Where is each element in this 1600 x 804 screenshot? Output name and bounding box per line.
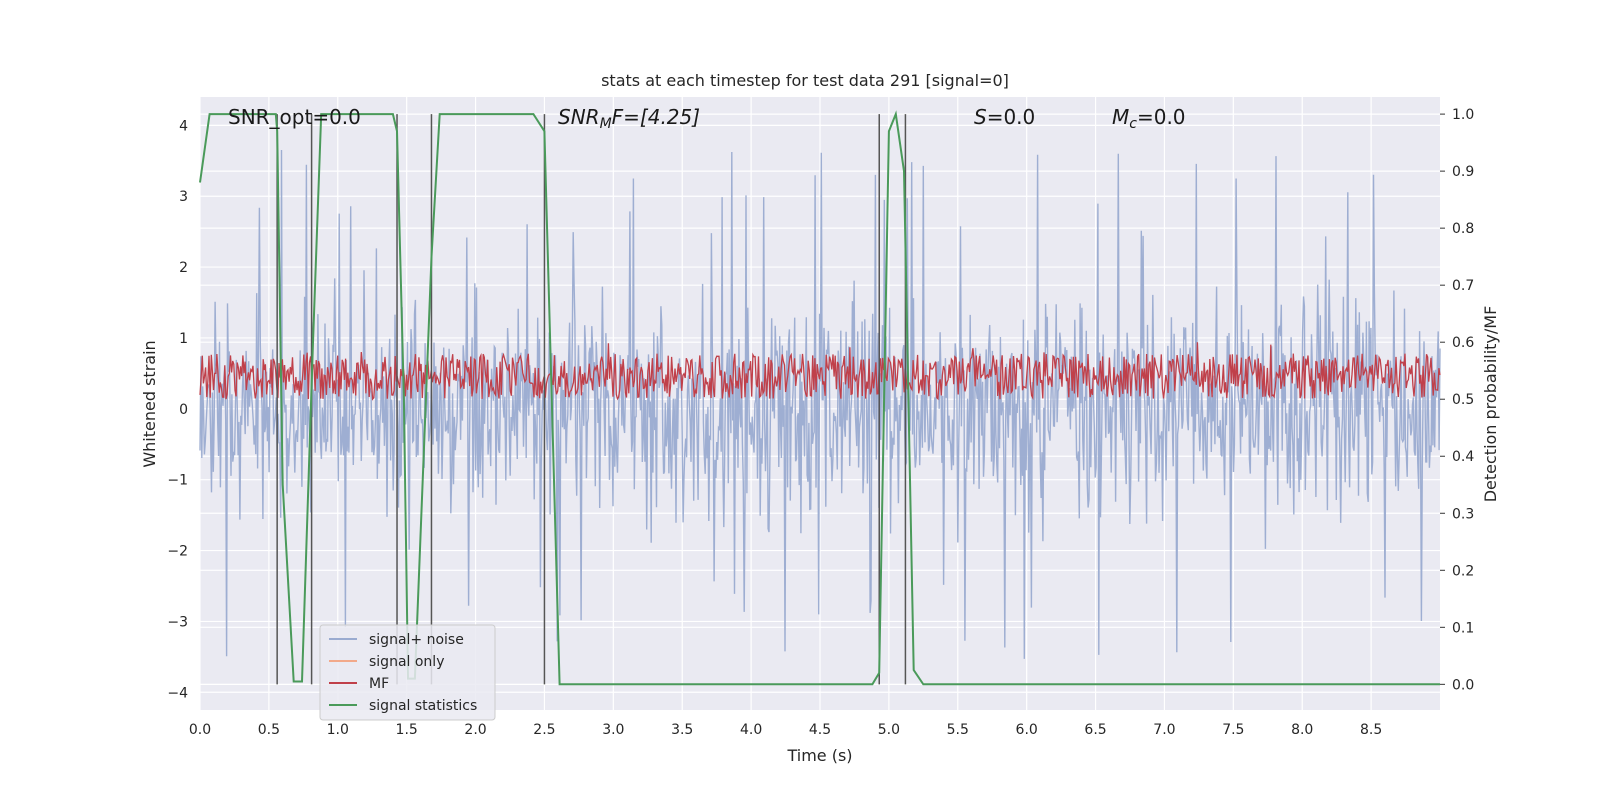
y-tick-label: 4	[179, 118, 188, 134]
mf-series	[199, 342, 1441, 401]
legend: signal+ noise signal only MF signal stat…	[319, 624, 496, 721]
legend-label-mf: MF	[369, 676, 389, 692]
y-tick-label: −1	[167, 473, 188, 489]
legend-label-signal-statistics: signal statistics	[369, 698, 477, 714]
x-tick-label: 0.0	[189, 722, 211, 738]
snr-opt-annotation: SNR_opt=0.0	[228, 105, 361, 129]
y-tick-label: 1	[179, 331, 188, 347]
mf-line	[199, 342, 1441, 401]
x-tick-label: 5.5	[947, 722, 969, 738]
y-tick-label: 3	[179, 189, 188, 205]
y2-tick-label: 0.6	[1452, 335, 1474, 351]
x-tick-label: 1.0	[327, 722, 349, 738]
x-tick-label: 6.5	[1084, 722, 1106, 738]
x-tick-label: 2.0	[464, 722, 486, 738]
y2-tick-label: 0.4	[1452, 449, 1474, 465]
x-axis-label: Time (s)	[786, 746, 852, 765]
y2-tick-label: 0.1	[1452, 620, 1474, 636]
x-tick-label: 2.5	[533, 722, 555, 738]
s-value: =0.0	[987, 105, 1036, 129]
signal-noise-line	[199, 149, 1441, 659]
y2-tick-label: 0.9	[1452, 164, 1474, 180]
y-tick-label: 0	[179, 402, 188, 418]
y2-tick-label: 0.0	[1452, 677, 1474, 693]
snr-mf-subscript: M	[600, 116, 612, 132]
x-tick-labels: 0.0 0.5 1.0 1.5 2.0 2.5 3.0 3.5 4.0 4.5 5.0 5.5 6.0 6…	[189, 722, 1382, 738]
y2-tick-label: 0.2	[1452, 563, 1474, 579]
legend-box	[319, 624, 496, 721]
legend-label-signal-only: signal only	[369, 654, 444, 670]
x-tick-label: 8.0	[1291, 722, 1313, 738]
mc-symbol: M	[1112, 105, 1129, 129]
y-tick-label: −3	[167, 614, 188, 630]
signal-noise-series	[199, 149, 1441, 659]
y2-axis-label: Detection probability/MF	[1481, 306, 1500, 503]
mc-value: =0.0	[1137, 105, 1186, 129]
mc-annotation: Mc=0.0	[1112, 105, 1186, 132]
y-tick-label: 2	[179, 260, 188, 276]
y2-tick-label: 0.5	[1452, 392, 1474, 408]
x-tick-label: 1.5	[396, 722, 418, 738]
y2-tick-label: 1.0	[1452, 107, 1474, 123]
chart-title: stats at each timestep for test data 291…	[601, 71, 1009, 90]
x-tick-label: 7.0	[1153, 722, 1175, 738]
y2-tick-label: 0.3	[1452, 506, 1474, 522]
x-tick-label: 4.5	[809, 722, 831, 738]
x-tick-label: 7.5	[1222, 722, 1244, 738]
snr-mf-value: F=[4.25]	[612, 105, 700, 129]
x-tick-label: 3.5	[671, 722, 693, 738]
x-tick-label: 3.0	[602, 722, 624, 738]
x-tick-label: 6.0	[1016, 722, 1038, 738]
y-tick-label: −4	[167, 685, 188, 701]
y2-tick-label: 0.8	[1452, 221, 1474, 237]
x-tick-label: 5.0	[878, 722, 900, 738]
legend-label-signal-noise: signal+ noise	[369, 632, 464, 648]
snr-mf-annotation: SNRMF=[4.25]	[558, 105, 700, 132]
s-annotation: S=0.0	[974, 105, 1035, 129]
y-axis-label: Whitened strain	[140, 340, 159, 467]
y2-tick-label: 0.7	[1452, 278, 1474, 294]
x-tick-label: 4.0	[740, 722, 762, 738]
y2-tick-labels: 1.0 0.9 0.8 0.7 0.6 0.5 0.4 0.3 0.2 0.1 0.0	[1440, 107, 1474, 693]
y-tick-labels: 4 3 2 1 0 −1 −2 −3 −4	[167, 118, 188, 701]
mc-subscript: c	[1129, 116, 1137, 132]
x-tick-label: 0.5	[258, 722, 280, 738]
snr-mf-text: SNR	[558, 105, 600, 129]
y-tick-label: −2	[167, 544, 188, 560]
s-symbol: S	[974, 105, 987, 129]
x-tick-label: 8.5	[1360, 722, 1382, 738]
